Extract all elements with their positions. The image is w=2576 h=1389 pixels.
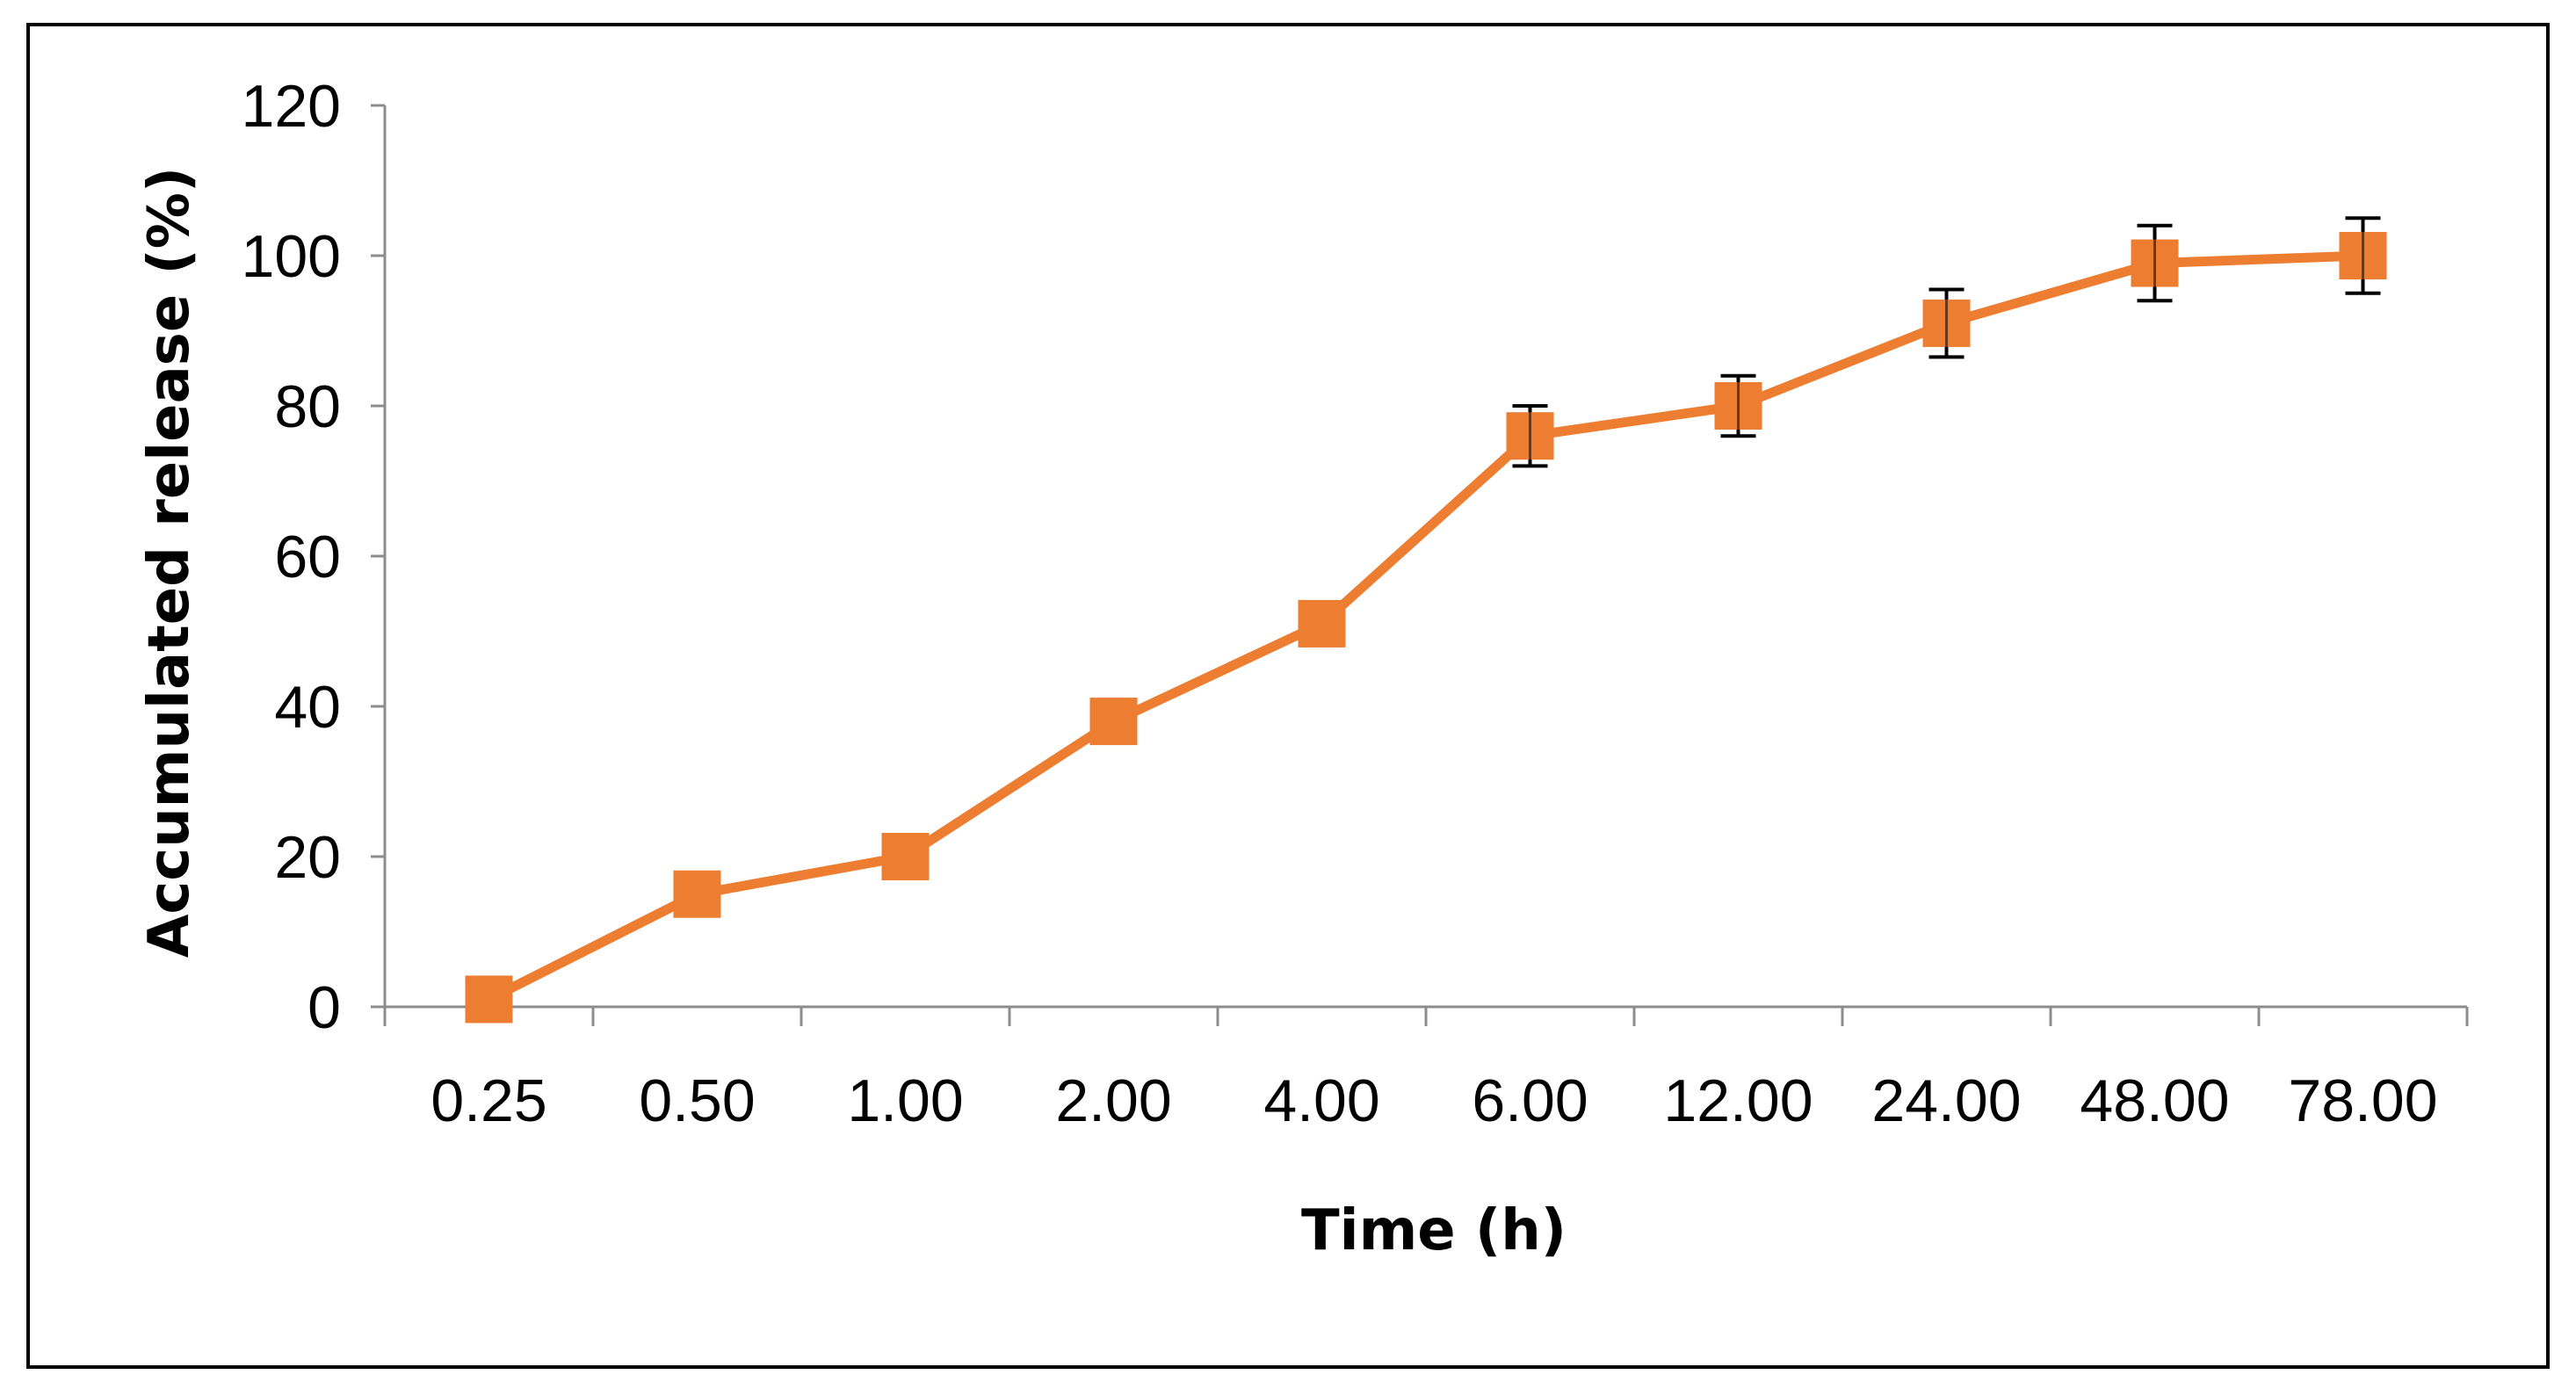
x-tick-label: 0.25 <box>431 1067 546 1134</box>
x-tick-label: 48.00 <box>2080 1067 2229 1134</box>
y-tick-label: 40 <box>274 674 341 741</box>
chart-frame <box>26 23 2550 1369</box>
y-axis-title: Accumulated release (%) <box>137 167 202 958</box>
y-tick-label: 60 <box>274 524 341 590</box>
x-tick-label: 12.00 <box>1663 1067 1813 1134</box>
y-tick-label: 20 <box>274 824 341 891</box>
y-tick-label: 100 <box>242 223 341 290</box>
x-tick-label: 2.00 <box>1055 1067 1171 1134</box>
x-tick-label: 6.00 <box>1472 1067 1588 1134</box>
series-accumulated-release <box>465 216 2387 1024</box>
y-tick-label: 80 <box>274 373 341 440</box>
data-point <box>1089 698 1138 746</box>
x-tick-label: 0.50 <box>639 1067 755 1134</box>
data-point <box>1298 599 1346 647</box>
y-axis: 0 20 40 60 80 100 120 <box>242 73 387 1041</box>
data-point <box>673 870 721 918</box>
x-axis-title: Time (h) <box>1301 1198 1567 1263</box>
data-point <box>881 833 930 880</box>
y-tick-label: 0 <box>308 974 341 1041</box>
y-tick-label: 120 <box>242 73 341 140</box>
x-tick-label: 1.00 <box>847 1067 963 1134</box>
series-line <box>484 250 2368 1004</box>
x-tick-label: 78.00 <box>2288 1067 2437 1134</box>
data-point <box>465 975 513 1024</box>
x-axis: 0.25 0.50 1.00 2.00 4.00 6.00 12.00 24.00 48.00 7… <box>383 1005 2469 1134</box>
x-tick-label: 4.00 <box>1263 1067 1379 1134</box>
x-tick-label: 24.00 <box>1871 1067 2021 1134</box>
